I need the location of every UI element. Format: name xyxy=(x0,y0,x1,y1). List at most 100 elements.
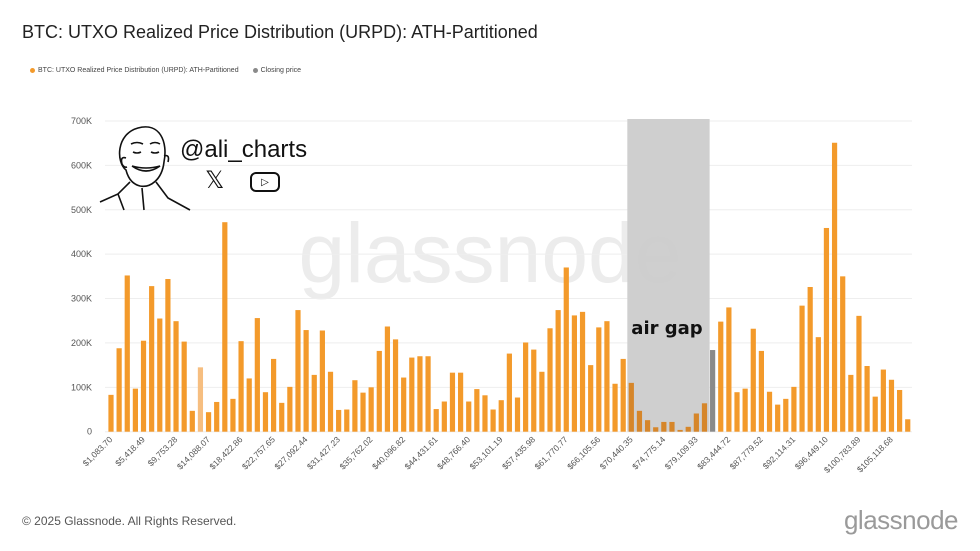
bar xyxy=(734,392,740,432)
x-tick-label: $18,422.86 xyxy=(207,434,244,471)
air-gap-annotation: air gap xyxy=(631,318,702,339)
bar xyxy=(238,341,244,432)
bar xyxy=(271,358,277,432)
bar xyxy=(246,378,252,432)
x-tick-label: $74,775.14 xyxy=(630,434,667,471)
bar xyxy=(547,328,553,432)
bar xyxy=(677,429,683,432)
legend-swatch-closing xyxy=(252,68,258,73)
bar xyxy=(742,388,748,432)
bar xyxy=(823,227,830,432)
bar xyxy=(327,371,334,432)
bar xyxy=(181,341,187,432)
x-tick-label: $87,779.52 xyxy=(728,434,765,471)
bar xyxy=(222,222,228,432)
bar xyxy=(254,318,260,432)
bar xyxy=(718,321,724,432)
bar xyxy=(726,307,732,432)
bar xyxy=(401,377,407,432)
air-gap-region xyxy=(627,119,710,432)
bar xyxy=(319,330,325,432)
bar xyxy=(417,356,423,432)
bar xyxy=(360,392,366,432)
x-logo-icon: 𝕏 xyxy=(205,167,225,194)
bar xyxy=(604,321,610,432)
bar xyxy=(506,353,512,432)
glassnode-logo: glassnode xyxy=(843,505,959,535)
bar xyxy=(368,387,374,432)
legend-label: Closing price xyxy=(260,67,302,74)
x-tick-label: $70,440.35 xyxy=(598,434,635,471)
bar xyxy=(905,419,911,432)
bar xyxy=(409,357,415,432)
bar xyxy=(189,410,195,432)
bar xyxy=(425,356,431,432)
legend-item-closing-price[interactable]: Closing price xyxy=(252,67,302,74)
legend-item-urpd[interactable]: BTC: UTXO Realized Price Distribution (U… xyxy=(30,67,239,74)
y-tick-label: 100K xyxy=(71,382,92,392)
x-tick-label: $61,770.77 xyxy=(533,434,570,471)
x-tick-label: $79,109.93 xyxy=(663,434,700,471)
bar xyxy=(669,421,675,432)
bar xyxy=(116,348,122,432)
bar xyxy=(449,372,456,432)
bar xyxy=(214,401,220,432)
bar xyxy=(807,287,813,432)
bar xyxy=(157,318,163,432)
bar xyxy=(815,337,821,432)
bar xyxy=(644,420,651,432)
y-tick-label: 0 xyxy=(87,427,92,437)
x-tick-label: $5,418.49 xyxy=(113,434,147,468)
bar xyxy=(888,379,895,432)
bar xyxy=(750,328,756,432)
watermark: glassnode xyxy=(299,206,682,300)
bar xyxy=(579,311,586,432)
bar xyxy=(848,374,854,432)
bar xyxy=(482,395,488,432)
bar xyxy=(758,350,764,432)
copyright: © 2025 Glassnode. All Rights Reserved. xyxy=(22,514,237,528)
y-tick-label: 700K xyxy=(71,116,92,126)
x-tick-label: $57,435.98 xyxy=(500,434,537,471)
bar xyxy=(287,386,293,432)
bar xyxy=(685,426,691,432)
bar xyxy=(880,369,886,432)
y-tick-label: 300K xyxy=(71,294,92,304)
bar xyxy=(897,389,903,432)
bar xyxy=(132,388,138,432)
bar xyxy=(474,389,480,432)
bar xyxy=(279,402,285,432)
x-tick-label: $22,757.65 xyxy=(240,434,277,471)
chart-title: BTC: UTXO Realized Price Distribution (U… xyxy=(22,22,538,42)
bar xyxy=(230,398,236,432)
bar xyxy=(441,401,447,432)
bar xyxy=(303,330,309,432)
bar xyxy=(693,413,699,432)
bar xyxy=(490,409,496,432)
bar xyxy=(653,427,659,432)
bar xyxy=(433,409,439,432)
bar xyxy=(775,404,781,432)
bar xyxy=(295,310,301,432)
bar xyxy=(531,349,537,432)
legend-label: BTC: UTXO Realized Price Distribution (U… xyxy=(38,67,239,74)
bar xyxy=(262,392,269,432)
bar xyxy=(352,380,358,432)
bar xyxy=(596,327,602,432)
x-tick-label: $66,105.56 xyxy=(565,434,602,471)
y-tick-label: 500K xyxy=(71,205,92,215)
bar xyxy=(864,366,870,432)
x-tick-label: $31,427.23 xyxy=(305,434,342,471)
bar xyxy=(628,382,634,432)
x-tick-label: $53,101.19 xyxy=(467,434,504,471)
bar xyxy=(457,372,464,432)
bar xyxy=(791,386,797,432)
x-tick-label: $35,762.02 xyxy=(337,434,374,471)
bar xyxy=(124,275,130,432)
bar xyxy=(571,315,578,432)
legend-swatch-urpd xyxy=(30,68,35,73)
bar xyxy=(205,412,212,432)
bar xyxy=(539,371,545,432)
bar xyxy=(336,409,342,432)
